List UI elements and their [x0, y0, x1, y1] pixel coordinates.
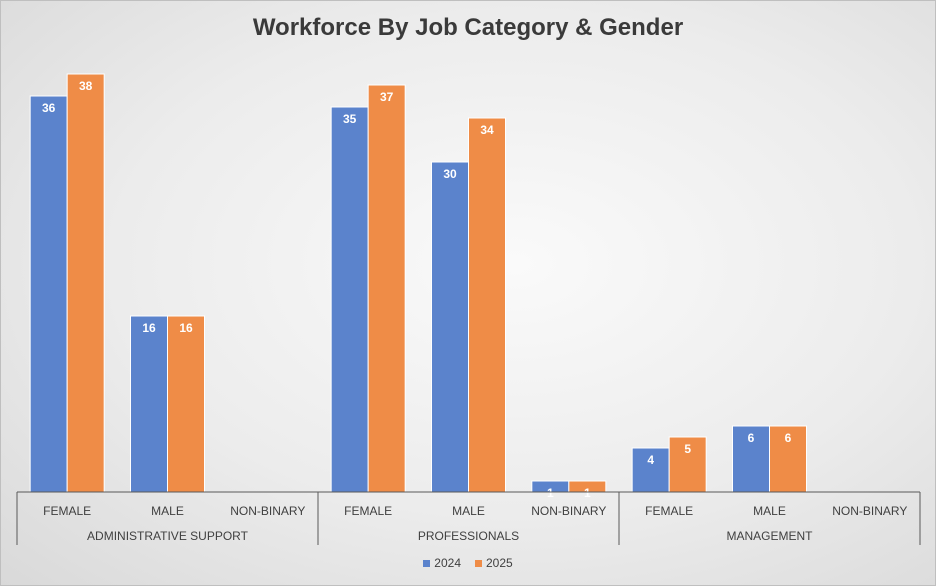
group-label: ADMINISTRATIVE SUPPORT [87, 529, 249, 543]
bar-value-label: 5 [684, 442, 691, 456]
category-tick-label: MALE [452, 504, 485, 518]
bar-2024 [631, 447, 670, 493]
bar-value-label: 6 [785, 431, 792, 445]
category-tick-label: FEMALE [344, 504, 392, 518]
category-tick-label: MALE [151, 504, 184, 518]
category-tick-label: NON-BINARY [832, 504, 907, 518]
bar-2025 [167, 315, 205, 493]
bar-value-label: 37 [380, 90, 394, 104]
bar-value-label: 36 [42, 101, 56, 115]
legend-label: 2024 [434, 556, 461, 570]
bar-value-label: 16 [142, 321, 156, 335]
category-tick-label: FEMALE [645, 504, 693, 518]
bar-2025 [367, 84, 406, 493]
bar-value-label: 30 [443, 167, 457, 181]
bar-2024 [130, 315, 168, 493]
bar-2024 [330, 106, 369, 493]
bar-value-label: 4 [647, 453, 654, 467]
bar-value-label: 35 [343, 112, 357, 126]
bar-2025 [66, 73, 105, 493]
bar-2025 [769, 425, 807, 493]
bar-value-label: 6 [748, 431, 755, 445]
bar-value-label: 1 [584, 486, 591, 500]
bar-2025 [668, 436, 707, 493]
bar-value-label: 34 [480, 123, 494, 137]
bar-2024 [431, 161, 469, 493]
group-label: MANAGEMENT [726, 529, 813, 543]
group-label: PROFESSIONALS [418, 529, 519, 543]
category-tick-label: NON-BINARY [531, 504, 606, 518]
category-tick-label: MALE [753, 504, 786, 518]
legend-swatch [423, 559, 431, 567]
legend: 2024 2025 [0, 556, 936, 570]
legend-item-2024: 2024 [423, 556, 461, 570]
category-tick-label: NON-BINARY [230, 504, 305, 518]
bar-value-label: 16 [179, 321, 193, 335]
legend-label: 2025 [486, 556, 513, 570]
category-tick-label: FEMALE [43, 504, 91, 518]
legend-item-2025: 2025 [475, 556, 513, 570]
chart-title: Workforce By Job Category & Gender [252, 14, 684, 41]
legend-swatch [475, 559, 482, 567]
bar-2025 [468, 117, 506, 493]
bar-value-label: 38 [79, 79, 93, 93]
bar-2024 [29, 95, 68, 493]
bar-value-label: 1 [547, 486, 554, 500]
